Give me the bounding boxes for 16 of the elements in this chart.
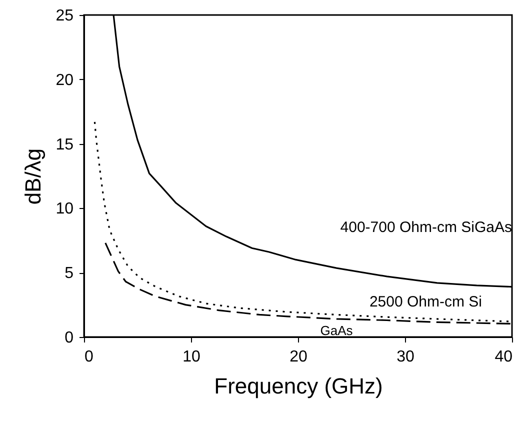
y-tick-label: 20	[56, 72, 74, 89]
y-tick-label: 25	[56, 8, 74, 24]
x-tick-label: 10	[182, 348, 200, 366]
x-tick-label: 30	[396, 348, 414, 366]
y-tick-label: 0	[64, 330, 74, 346]
y-tick-label: 15	[56, 136, 74, 154]
text: 400-700 Ohm-cm SiGaAs	[340, 218, 512, 236]
x-tick-label: 20	[290, 348, 308, 366]
x-tick-label: 40	[494, 348, 513, 366]
series-label: GaAs	[320, 322, 354, 338]
x-tick-label: 0	[84, 348, 94, 366]
series-label: 2500 Ohm-cm Si	[369, 294, 482, 311]
x-axis-title: Frequency (GHz)	[214, 374, 383, 398]
y-tick-label: 10	[56, 200, 74, 218]
y-tick-label: 5	[64, 265, 74, 282]
y-axis-title: dB/λg	[20, 148, 46, 205]
